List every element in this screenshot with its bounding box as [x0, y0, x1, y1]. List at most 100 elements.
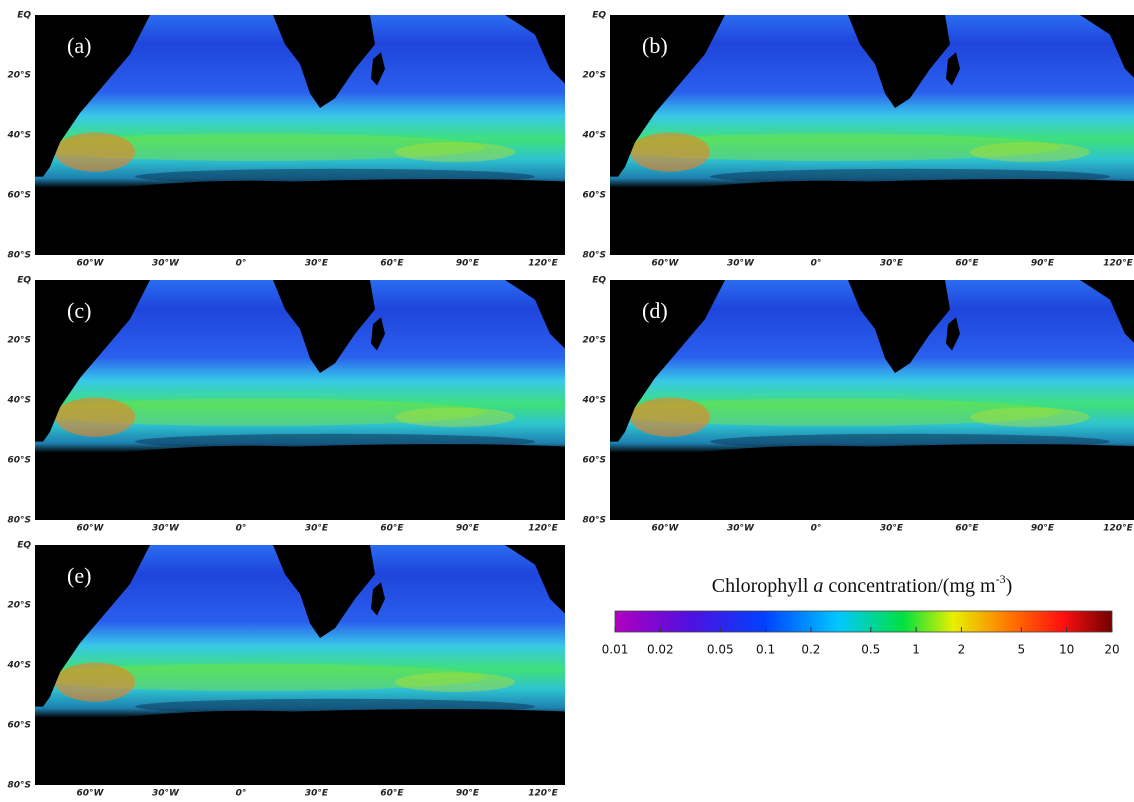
lat-label: 60°S: [7, 456, 31, 466]
lon-label: 90°E: [456, 789, 480, 799]
colorbar-tick-label: 0.2: [801, 643, 820, 657]
panel-label: (e): [67, 563, 91, 588]
colorbar-tick-label: 2: [958, 643, 966, 657]
lon-label: 60°W: [652, 259, 680, 269]
lon-label: 90°E: [456, 259, 480, 269]
lat-label: 20°S: [7, 71, 31, 81]
panel-label: (b): [642, 33, 668, 58]
map-image: [610, 15, 1134, 255]
lat-label: 80°S: [7, 781, 31, 791]
lon-label: 120°E: [528, 524, 558, 534]
lat-label: EQ: [592, 11, 606, 21]
lat-label: 40°S: [581, 396, 606, 406]
lon-label: 30°W: [152, 789, 180, 799]
lon-label: 0°: [811, 259, 822, 269]
lon-label: 90°E: [456, 524, 480, 534]
colorbar-tick-label: 0.02: [647, 643, 674, 657]
lon-label: 60°W: [77, 789, 105, 799]
lon-label: 90°E: [1031, 259, 1055, 269]
map: [35, 280, 565, 520]
title-part: a: [813, 575, 823, 597]
lat-label: 60°S: [7, 191, 31, 201]
map-image: [35, 545, 565, 785]
lat-label: EQ: [17, 541, 31, 551]
lon-label: 30°E: [305, 789, 329, 799]
lat-label: 80°S: [582, 516, 606, 526]
lon-label: 30°E: [305, 524, 329, 534]
lon-label: 30°W: [727, 524, 755, 534]
lat-label: 40°S: [581, 131, 606, 141]
colorbar-tick-label: 0.1: [756, 643, 775, 657]
lat-label: 80°S: [7, 516, 31, 526]
title-part: concentration/(mg m: [823, 575, 996, 597]
colorbar-title: Chlorophyll a concentration/(mg m-3): [712, 572, 1013, 597]
lat-label: EQ: [592, 276, 606, 286]
lon-label: 60°E: [955, 259, 979, 269]
lat-label: 40°S: [6, 661, 31, 671]
lon-label: 30°W: [152, 524, 180, 534]
lat-label: 20°S: [582, 336, 606, 346]
lon-label: 30°E: [305, 259, 329, 269]
panel-label: (d): [642, 298, 668, 323]
lon-label: 0°: [236, 789, 247, 799]
map-panel: (c) EQ 20°S 40°S 60°S 80°S 60°W 30°W 0° 30°E 60°E 9…: [6, 276, 565, 534]
lat-label: 40°S: [6, 131, 31, 141]
lon-label: 60°W: [77, 524, 105, 534]
colorbar-tick-label: 20: [1104, 643, 1119, 657]
lat-label: 20°S: [7, 601, 31, 611]
lon-label: 0°: [811, 524, 822, 534]
map-panel: (e) EQ 20°S 40°S 60°S 80°S 60°W 30°W 0° 30°E 60°E 9…: [6, 541, 565, 799]
lon-label: 60°W: [77, 259, 105, 269]
lat-label: EQ: [17, 276, 31, 286]
colorbar-tick-label: 0.01: [602, 643, 629, 657]
lon-label: 60°E: [955, 524, 979, 534]
map: [610, 280, 1134, 520]
colorbar-tick-label: 10: [1059, 643, 1074, 657]
lon-label: 90°E: [1031, 524, 1055, 534]
colorbar: Chlorophyll a concentration/(mg m-3) 0.0…: [602, 572, 1120, 657]
lon-label: 120°E: [1103, 259, 1133, 269]
lon-label: 30°W: [727, 259, 755, 269]
lon-label: 60°E: [380, 789, 404, 799]
colorbar-tick-label: 5: [1018, 643, 1026, 657]
lon-label: 60°E: [380, 259, 404, 269]
lon-label: 120°E: [528, 259, 558, 269]
lon-label: 0°: [236, 259, 247, 269]
lon-label: 120°E: [528, 789, 558, 799]
map: [35, 15, 565, 255]
colorbar-gradient: [614, 610, 1113, 633]
map-panel: (b) EQ 20°S 40°S 60°S 80°S 60°W 30°W 0° 30°E 60°E 9…: [581, 11, 1134, 269]
lon-label: 60°E: [380, 524, 404, 534]
lon-label: 30°E: [880, 524, 904, 534]
lat-label: 40°S: [6, 396, 31, 406]
title-part: Chlorophyll: [712, 575, 814, 597]
colorbar-tick-label: 0.5: [861, 643, 880, 657]
lon-label: 30°W: [152, 259, 180, 269]
title-part: ): [1006, 575, 1013, 597]
map: [35, 545, 565, 785]
map: [610, 15, 1134, 255]
colorbar-tick-label: 1: [912, 643, 920, 657]
map-panel: (a) EQ 20°S 40°S 60°S 80°S 60°W 30°W 0° 30°E 60°E 9…: [6, 11, 565, 269]
map-panel: (d) EQ 20°S 40°S 60°S 80°S 60°W 30°W 0° 30°E 60°E 9…: [581, 276, 1134, 534]
lat-label: 20°S: [7, 336, 31, 346]
lat-label: 60°S: [7, 721, 31, 731]
map-image: [35, 280, 565, 520]
map-image: [35, 15, 565, 255]
lon-label: 0°: [236, 524, 247, 534]
map-panels: (a) EQ 20°S 40°S 60°S 80°S 60°W 30°W 0° 30°E 60°E 9…: [6, 11, 1134, 799]
lat-label: 20°S: [582, 71, 606, 81]
lon-label: 120°E: [1103, 524, 1133, 534]
panel-label: (c): [67, 298, 91, 323]
title-part: -3: [996, 572, 1006, 586]
colorbar-tick-label: 0.05: [707, 643, 734, 657]
lat-label: 60°S: [582, 191, 606, 201]
lat-label: 60°S: [582, 456, 606, 466]
lat-label: 80°S: [582, 251, 606, 261]
lat-label: 80°S: [7, 251, 31, 261]
panel-label: (a): [67, 33, 91, 58]
lat-label: EQ: [17, 11, 31, 21]
map-image: [610, 280, 1134, 520]
lon-label: 30°E: [880, 259, 904, 269]
